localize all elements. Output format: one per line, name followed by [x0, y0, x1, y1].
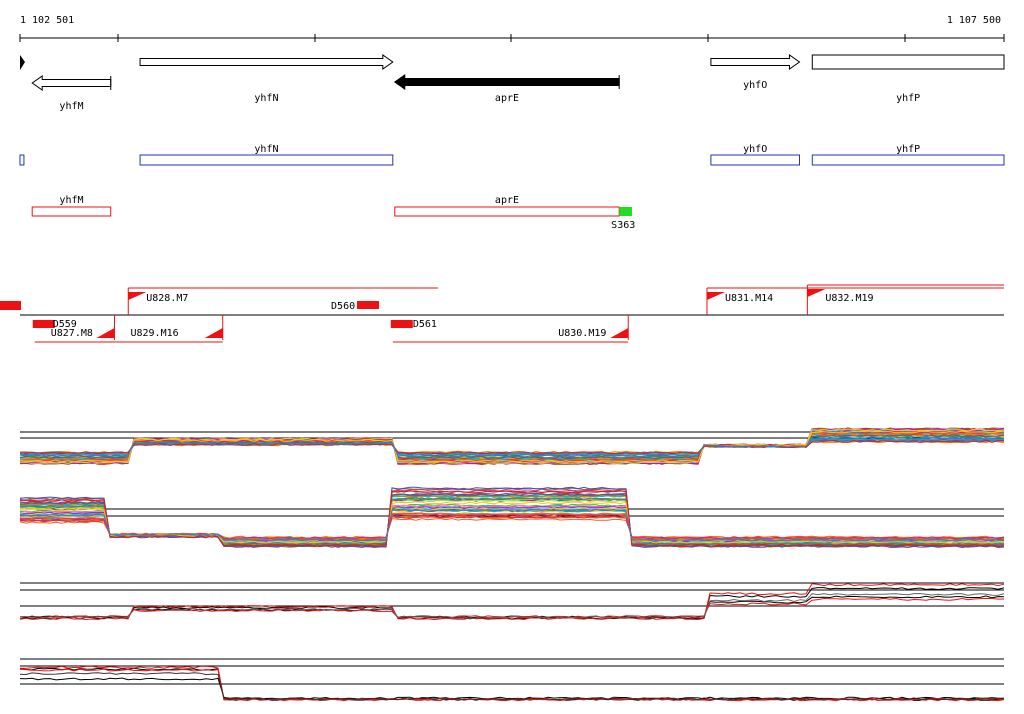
gene-arrow-yhfO: [710, 54, 801, 70]
gene-label-yhfO: yhfO: [743, 80, 767, 91]
site-marker: [619, 207, 632, 216]
gene-label-aprE: aprE: [495, 93, 519, 104]
gene-label-yhfM: yhfM: [59, 101, 83, 112]
red-feature: [31, 206, 112, 217]
expression-profile: [19, 668, 1005, 701]
ruler-start-label: 1 102 501: [20, 15, 74, 26]
annotation-track-red: yhfM aprE S363: [31, 195, 635, 231]
blue-feature: [139, 154, 394, 166]
downshift-label: D561: [413, 319, 437, 330]
gene-label-yhfN: yhfN: [254, 93, 278, 104]
transcript-label: U831.M14: [725, 293, 773, 304]
offscreen-arrow-icon: [20, 55, 25, 70]
blue-feature: [710, 154, 800, 166]
expression-profile: [19, 677, 1005, 700]
expression-track-4: [19, 658, 1005, 702]
expression-profile: [19, 592, 1005, 619]
red-feature-label: aprE: [495, 195, 519, 206]
transcript-label: U827.M8: [51, 328, 93, 339]
expression-track-2: [19, 486, 1005, 549]
ruler-end-label: 1 107 500: [947, 15, 1001, 26]
gene-track: yhfM yhfN aprE yhfO yhfP: [20, 54, 1005, 112]
downshift-marker: [357, 301, 380, 309]
transcript-end-flag: [610, 328, 629, 338]
expression-profile: [19, 597, 1005, 619]
gene-arrow-yhfP: [811, 54, 1005, 70]
transcript-track: U828.M7 U831.M14 U832.M19 U827.M8 U829.M16 U8…: [0, 284, 1004, 343]
red-feature-label: yhfM: [59, 195, 83, 206]
transcript-label: U829.M16: [130, 328, 178, 339]
blue-feature: [811, 154, 1005, 166]
expression-profile: [19, 583, 1005, 621]
gene-label-yhfP: yhfP: [896, 93, 920, 104]
gene-arrow-aprE: [393, 74, 620, 90]
site-label: S363: [611, 220, 635, 231]
expression-profile: [19, 436, 1005, 458]
expression-track-3: [19, 582, 1005, 621]
expression-profile: [19, 508, 1005, 542]
expression-profile: [19, 490, 1004, 547]
gene-arrow-yhfN: [139, 54, 394, 70]
ruler-ticks: [19, 34, 1005, 42]
transcript-end-flag: [96, 328, 115, 338]
downshift-label: D560: [331, 301, 355, 312]
blue-feature: [19, 154, 25, 166]
blue-feature-label: yhfN: [254, 144, 278, 155]
transcript-start-flag: [807, 289, 826, 297]
annotation-track-blue: yhfN yhfO yhfP: [19, 144, 1005, 166]
transcript-start-flag: [706, 292, 725, 300]
ruler: 1 102 501 1 107 500: [19, 15, 1005, 42]
expression-profile: [19, 439, 1005, 455]
offscreen-segment: [0, 301, 21, 310]
gene-arrow-yhfM: [31, 75, 112, 91]
red-feature: [394, 206, 620, 217]
downshift-label: D559: [53, 319, 77, 330]
downshift-marker: [32, 320, 55, 328]
blue-feature-label: yhfO: [743, 144, 767, 155]
transcript-start-flag: [128, 292, 147, 300]
expression-profile: [19, 587, 1005, 620]
transcript-label: U832.M19: [825, 293, 873, 304]
expression-track-1: [19, 427, 1005, 466]
transcript-end-flag: [204, 328, 223, 338]
downshift-marker: [390, 320, 413, 328]
expression-profile: [19, 430, 1005, 463]
transcript-label: U830.M19: [558, 328, 606, 339]
expression-profile: [19, 515, 1005, 540]
expression-profile: [19, 672, 1005, 701]
expression-profile: [19, 501, 1005, 544]
blue-feature-label: yhfP: [896, 144, 920, 155]
transcript-label: U828.M7: [146, 293, 188, 304]
expression-profile: [19, 431, 1005, 462]
